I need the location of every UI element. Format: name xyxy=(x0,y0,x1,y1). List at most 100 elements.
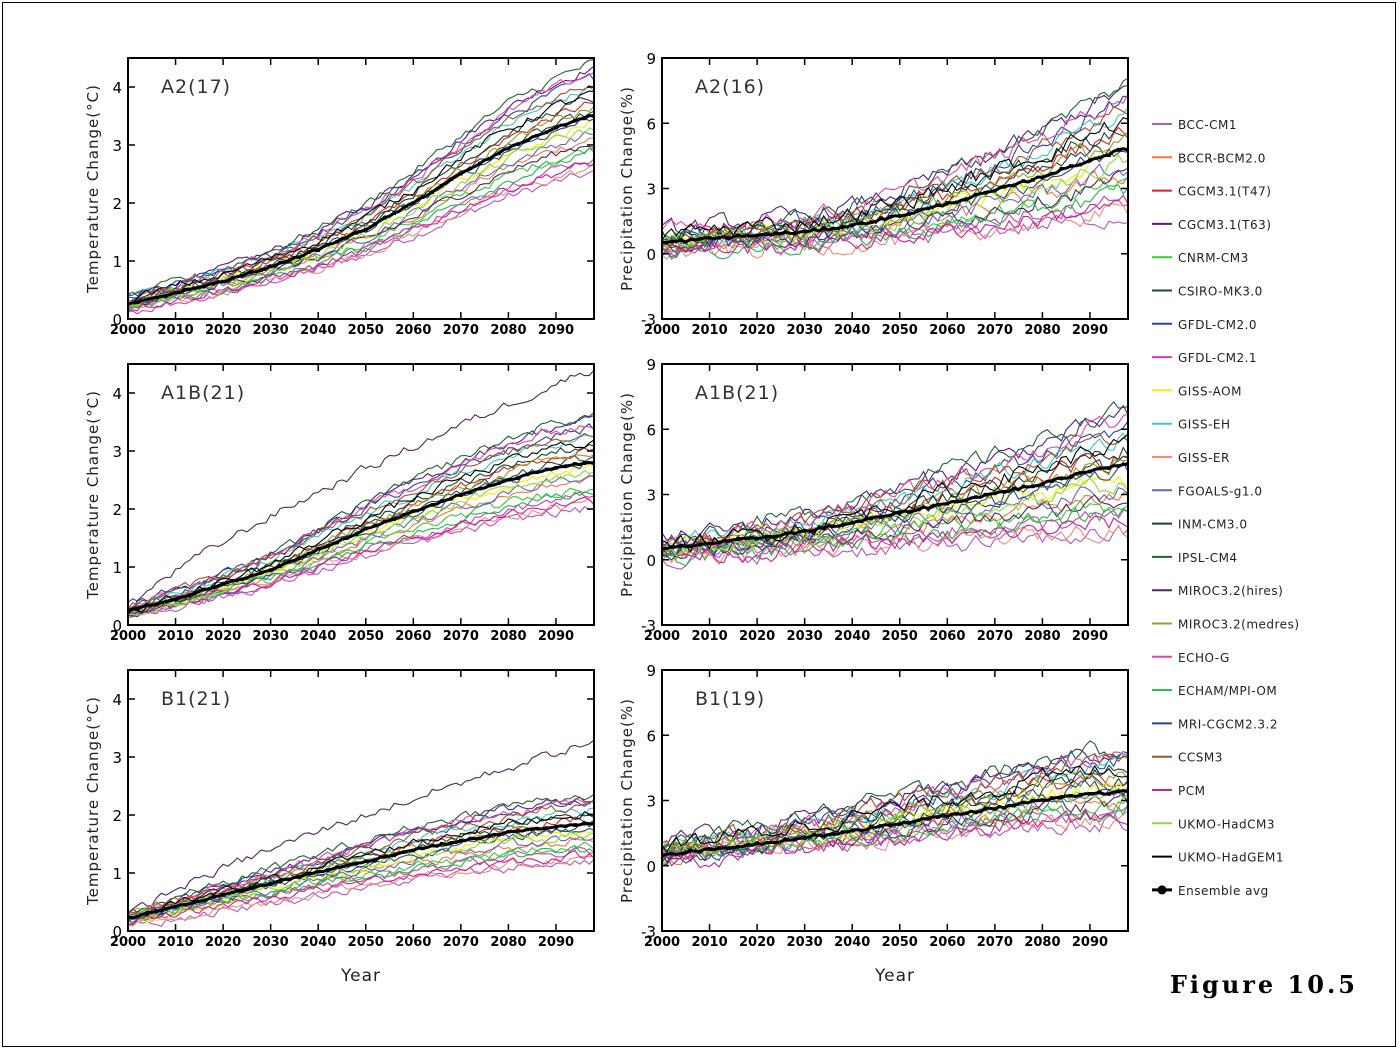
ensemble-marker xyxy=(183,288,187,292)
model-line-mri-cgcm2-3-2 xyxy=(662,148,1128,254)
chart-panel-4: -3 0 3 6 9 2000 2010 2020 2030 2040 2050 2060 2070 20… xyxy=(618,356,1129,644)
panel-label: A1B(21) xyxy=(695,382,779,404)
ensemble-marker xyxy=(1069,164,1073,168)
model-line-echam-mpi-om xyxy=(662,803,1128,858)
legend-label: MRI-CGCM2.3.2 xyxy=(1178,717,1278,731)
ensemble-marker xyxy=(582,461,587,465)
model-line-cgcm3-1-t47- xyxy=(128,101,594,305)
ensemble-marker xyxy=(183,594,187,599)
ensemble-marker xyxy=(669,545,674,549)
ensemble-marker xyxy=(411,509,416,513)
model-line-mri-cgcm2-3-2 xyxy=(128,456,594,617)
model-line-ipsl-cm4 xyxy=(662,401,1128,548)
y-tick-label: 4 xyxy=(112,79,122,97)
ensemble-marker xyxy=(945,501,950,506)
ensemble-marker xyxy=(354,231,359,235)
legend-item: BCC-CM1 xyxy=(1152,118,1236,132)
x-tick-label: 2010 xyxy=(691,935,727,950)
ensemble-marker xyxy=(449,177,454,182)
ensemble-marker xyxy=(164,293,168,298)
ensemble-marker xyxy=(154,295,159,300)
model-line-mri-cgcm2-3-2 xyxy=(662,780,1128,864)
x-tick-label: 2070 xyxy=(443,323,479,338)
ensemble-marker xyxy=(679,238,683,243)
legend-item: GFDL-CM2.1 xyxy=(1152,351,1257,365)
ensemble-marker xyxy=(249,269,254,274)
model-line-bcc-cm1 xyxy=(662,524,1128,570)
ensemble-marker xyxy=(459,493,463,497)
ensemble-marker xyxy=(1021,179,1026,183)
model-lines xyxy=(662,740,1128,869)
ensemble-marker xyxy=(726,539,731,543)
ensemble-marker xyxy=(421,195,425,199)
y-tick-label: 2 xyxy=(112,195,122,213)
ensemble-marker xyxy=(506,829,511,834)
ensemble-marker xyxy=(783,837,788,842)
model-line-ccsm3 xyxy=(662,105,1128,252)
y-tick-label: 9 xyxy=(646,356,656,374)
ensemble-marker xyxy=(459,171,463,176)
ensemble-marker xyxy=(1078,471,1083,475)
model-line-ukmo-hadgem1 xyxy=(128,811,594,920)
ensemble-marker xyxy=(878,824,883,828)
model-line-cgcm3-1-t63- xyxy=(128,415,594,612)
ensemble-marker xyxy=(1107,153,1111,158)
ensemble-marker xyxy=(964,811,969,816)
ensemble-marker xyxy=(487,157,492,161)
ensemble-marker xyxy=(516,476,520,480)
ensemble-marker xyxy=(497,481,501,485)
y-tick-label: 9 xyxy=(646,662,656,680)
ensemble-marker xyxy=(878,515,883,519)
ensemble-marker xyxy=(955,499,959,504)
plot-frame xyxy=(127,57,595,320)
ensemble-marker xyxy=(812,833,816,837)
ensemble-marker xyxy=(221,892,225,897)
ensemble-marker xyxy=(707,541,712,546)
legend-item: FGOALS-g1.0 xyxy=(1152,484,1262,498)
ensemble-marker xyxy=(211,585,216,590)
ensemble-marker xyxy=(164,599,168,604)
ensemble-marker xyxy=(192,286,197,290)
model-line-pcm xyxy=(128,849,594,921)
ensemble-marker xyxy=(468,490,473,494)
y-tick-label: 0 xyxy=(646,246,656,264)
model-line-echo-g xyxy=(662,413,1128,552)
ensemble-marker xyxy=(1040,798,1045,802)
ensemble-marker xyxy=(230,578,235,583)
ensemble-marker xyxy=(468,836,473,841)
x-tick-label: 2010 xyxy=(157,935,193,950)
ensemble-marker xyxy=(544,130,549,135)
ensemble-marker xyxy=(821,526,826,531)
ensemble-marker xyxy=(535,826,539,831)
ensemble-marker xyxy=(373,523,378,528)
ensemble-marker xyxy=(401,205,406,210)
x-tick-label: 2000 xyxy=(110,629,146,644)
ensemble-marker xyxy=(563,464,568,469)
ensemble-marker xyxy=(1116,147,1121,152)
ensemble-marker xyxy=(745,233,750,238)
ensemble-marker xyxy=(278,879,282,883)
x-tick-label: 2020 xyxy=(739,935,775,950)
ensemble-marker xyxy=(421,506,425,511)
ensemble-marker xyxy=(1088,158,1092,163)
model-line-miroc3-2-hires- xyxy=(662,167,1128,253)
legend-label: FGOALS-g1.0 xyxy=(1178,484,1262,498)
ensemble-marker xyxy=(1012,803,1016,808)
ensemble-marker xyxy=(430,190,435,194)
ensemble-marker xyxy=(1040,482,1045,487)
ensemble-marker xyxy=(698,542,702,547)
ensemble-marker xyxy=(211,894,216,899)
legend-item: CGCM3.1(T47) xyxy=(1152,185,1271,199)
ensemble-marker xyxy=(363,859,368,864)
ensemble-marker xyxy=(344,863,349,867)
model-line-cgcm3-1-t63- xyxy=(128,65,594,297)
x-tick-label: 2060 xyxy=(395,935,431,950)
x-tick-label: 2070 xyxy=(977,323,1013,338)
ensemble-marker xyxy=(573,462,577,466)
model-line-miroc3-2-medres- xyxy=(662,132,1128,253)
legend-label: CCSM3 xyxy=(1178,751,1223,765)
legend-label: PCM xyxy=(1178,784,1205,798)
legend-item: CGCM3.1(T63) xyxy=(1152,218,1271,232)
model-line-fgoals-g1-0 xyxy=(128,474,594,616)
ensemble-marker xyxy=(192,900,197,904)
